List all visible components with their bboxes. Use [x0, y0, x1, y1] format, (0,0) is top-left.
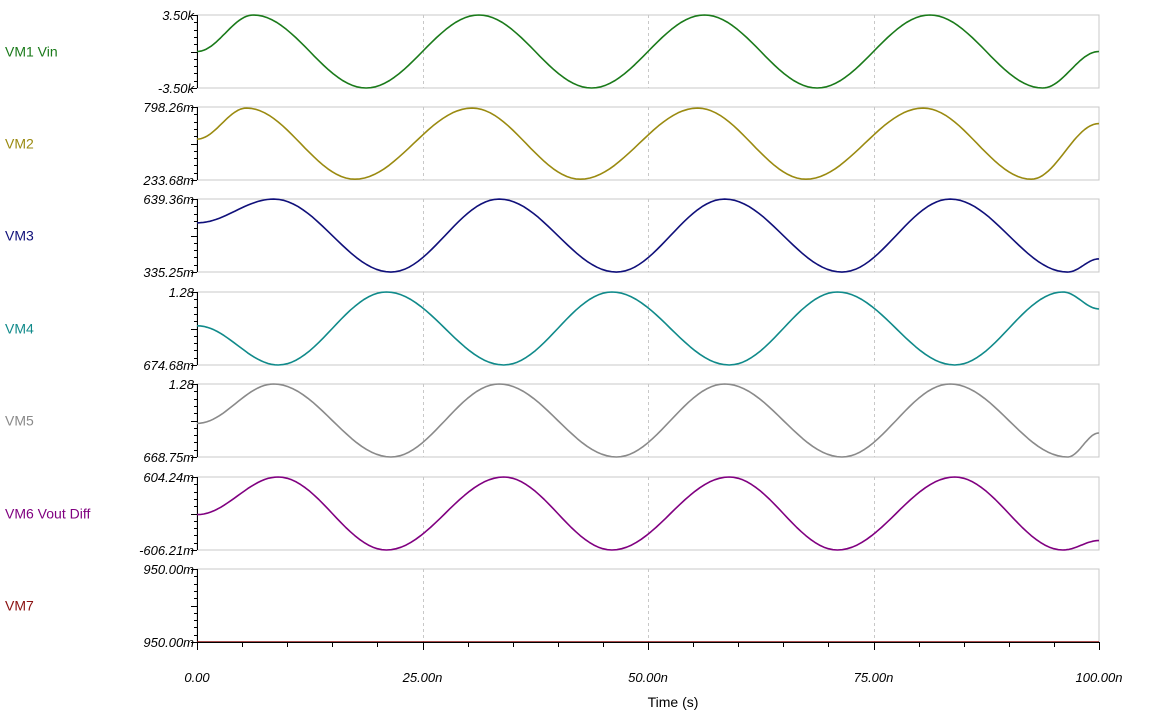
trace-name: VM5 — [5, 413, 34, 429]
x-tick-label: 75.00n — [854, 670, 894, 685]
trace-name: VM6 Vout Diff — [5, 506, 90, 522]
trace-line — [196, 107, 1100, 180]
y-min-label: 335.25m — [143, 265, 194, 280]
trace-line — [196, 476, 1099, 551]
y-max-label: 604.24m — [143, 470, 194, 485]
trace-name: VM3 — [5, 228, 34, 244]
y-min-label: 950.00m — [143, 635, 194, 650]
trace-panel-2: 798.26m 233.68m VM2 — [5, 100, 1100, 188]
x-tick-label: 50.00n — [628, 670, 668, 685]
y-min-label: 233.68m — [142, 173, 194, 188]
y-max-label: 950.00m — [143, 562, 194, 577]
y-max-label: 3.50k — [162, 8, 195, 23]
trace-panel-3: 639.36m 335.25m VM3 — [5, 192, 1100, 280]
trace-name: VM1 Vin — [5, 44, 58, 60]
y-max-label: 798.26m — [143, 100, 194, 115]
y-min-label: -3.50k — [158, 81, 196, 96]
y-min-label: -606.21m — [139, 543, 194, 558]
x-axis-title: Time (s) — [648, 694, 699, 710]
x-tick-label: 25.00n — [402, 670, 443, 685]
x-tick-label: 100.00n — [1076, 670, 1123, 685]
trace-line — [196, 14, 1100, 89]
trace-line — [196, 291, 1100, 366]
time-axis: Time (s) 0.00 25.00n 50.00n 75.00n 100.00n — [184, 642, 1123, 710]
trace-panel-6: 604.24m -606.21m VM6 Vout Diff — [5, 470, 1100, 558]
y-max-label: 639.36m — [143, 192, 194, 207]
trace-line — [196, 198, 1099, 273]
trace-name: VM2 — [5, 136, 34, 152]
trace-panel-4: 1.28 674.68m VM4 — [5, 285, 1100, 373]
trace-panel-7: 950.00m 950.00m VM7 — [5, 562, 1100, 650]
x-tick-label: 0.00 — [184, 670, 210, 685]
trace-panels: 3.50k -3.50k VM1 Vin 798.26m 233.68m VM2 639.3… — [5, 8, 1100, 650]
trace-panel-1: 3.50k -3.50k VM1 Vin — [5, 8, 1100, 96]
trace-name: VM4 — [5, 321, 34, 337]
trace-name: VM7 — [5, 598, 34, 614]
y-min-label: 668.75m — [143, 450, 194, 465]
y-max-label: 1.28 — [169, 377, 195, 392]
trace-panel-5: 1.28 668.75m VM5 — [5, 377, 1100, 465]
y-min-label: 674.68m — [143, 358, 194, 373]
y-max-label: 1.28 — [169, 285, 195, 300]
trace-line — [196, 383, 1100, 458]
